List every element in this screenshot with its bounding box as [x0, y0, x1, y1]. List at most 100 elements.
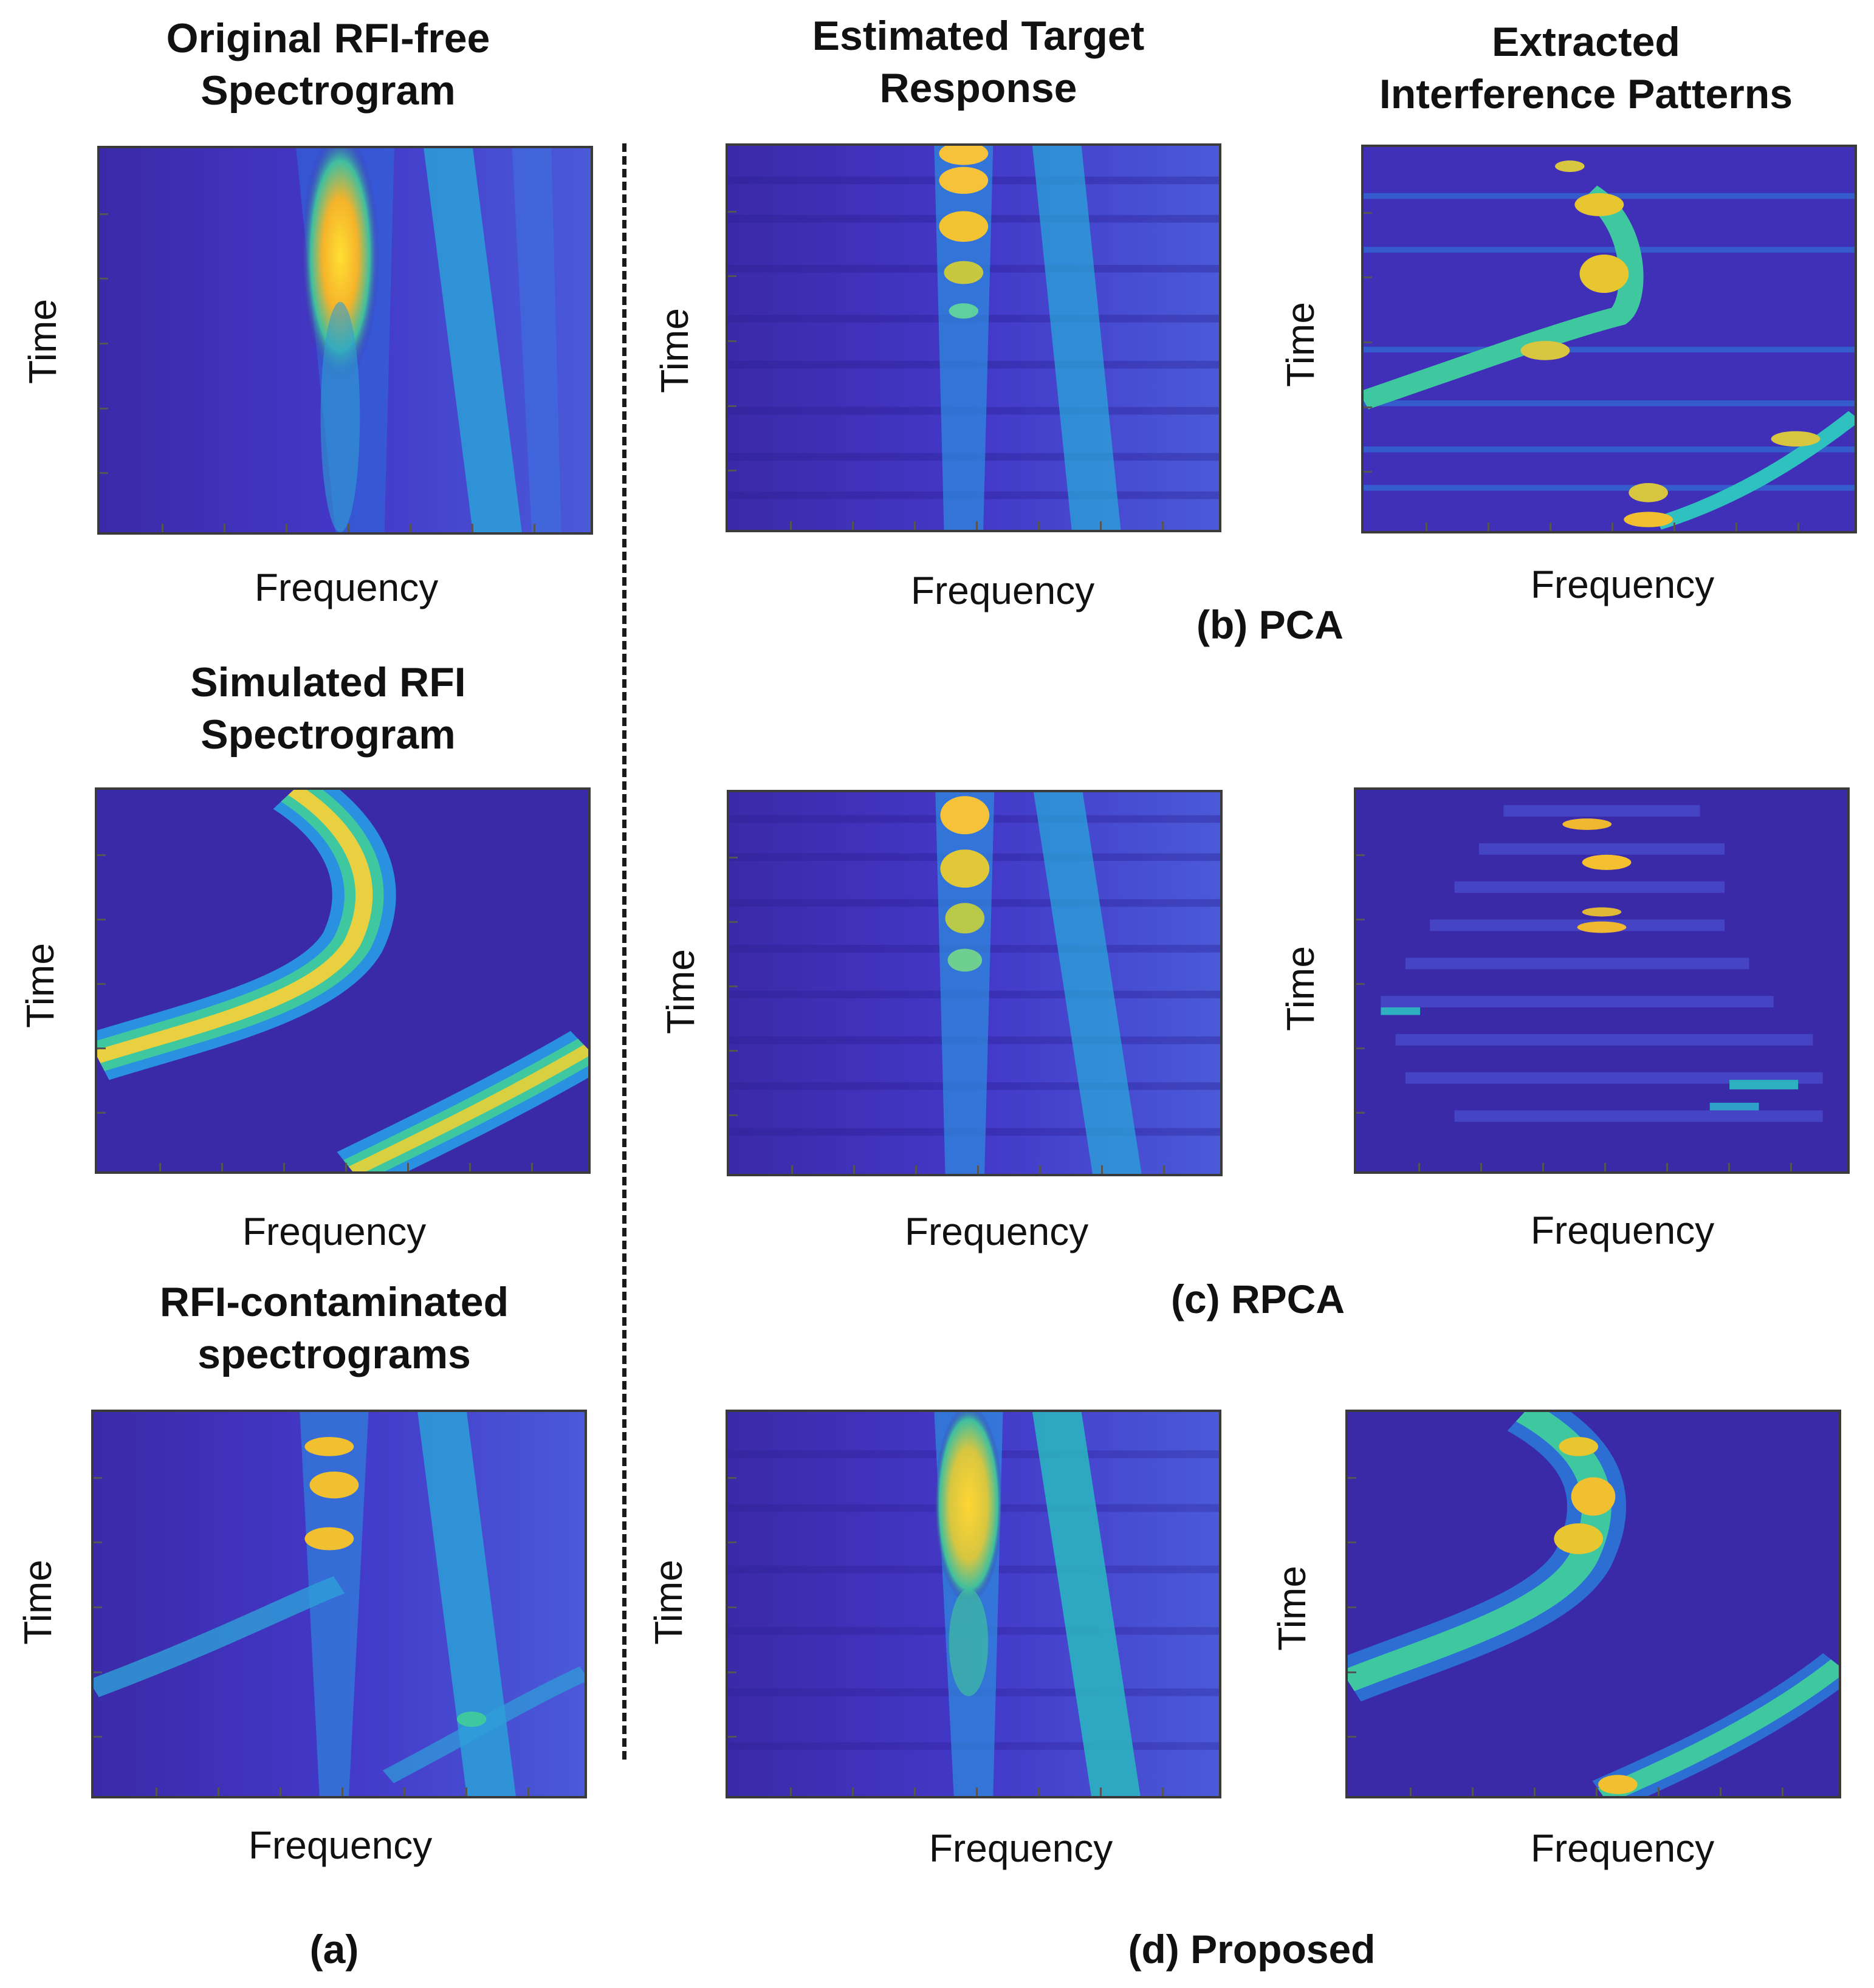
caption-d: (d) Proposed [1128, 1927, 1376, 1972]
axis-tick [345, 1163, 347, 1171]
spectrogram-rpca-interference [1354, 787, 1850, 1174]
axis-tick [94, 1736, 102, 1738]
axis-tick [729, 1114, 738, 1116]
axis-tick [221, 1163, 223, 1171]
axis-tick [729, 985, 738, 987]
axis-tick [97, 983, 106, 985]
ylabel: Time [659, 949, 702, 1034]
axis-tick [1596, 1787, 1598, 1796]
axis-tick [1534, 1787, 1536, 1796]
axis-tick [1410, 1787, 1412, 1796]
axis-tick [976, 521, 978, 530]
axis-tick [728, 470, 736, 472]
axis-tick [162, 524, 163, 532]
axis-tick [100, 407, 108, 410]
ylabel: Time [653, 308, 696, 393]
axis-tick [100, 343, 108, 344]
axis-tick [100, 213, 108, 215]
xlabel: Frequency [904, 1210, 1089, 1253]
caption-a: (a) [309, 1927, 359, 1972]
axis-tick [1162, 1787, 1164, 1796]
xlabel: Frequency [254, 566, 439, 609]
axis-tick [1101, 1165, 1103, 1174]
xlabel: Frequency [910, 569, 1095, 612]
axis-tick [1038, 1787, 1040, 1796]
axis-tick [1673, 523, 1675, 531]
spectrogram-pca-target [726, 143, 1221, 532]
axis-tick [728, 1736, 736, 1738]
axis-tick [1782, 1787, 1783, 1796]
caption-b: (b) PCA [1196, 602, 1344, 647]
axis-tick [728, 1671, 736, 1673]
axis-tick [1364, 341, 1372, 343]
axis-tick [728, 275, 736, 278]
axis-tick [280, 1787, 281, 1796]
xlabel: Frequency [928, 1826, 1113, 1870]
axis-tick [1720, 1787, 1721, 1796]
axis-tick [1356, 854, 1365, 856]
title-original: Original RFI-free Spectrogram [166, 15, 490, 114]
axis-tick [100, 278, 108, 280]
axis-tick [283, 1163, 285, 1171]
axis-tick [1480, 1163, 1482, 1171]
spectrogram-original [97, 146, 593, 535]
axis-tick [97, 919, 106, 920]
spectrogram-proposed-target [726, 1410, 1221, 1798]
axis-tick [729, 921, 738, 923]
axis-tick [1364, 276, 1372, 279]
axis-tick [1611, 523, 1613, 531]
axis-tick [94, 1671, 102, 1673]
axis-tick [94, 1606, 102, 1608]
axis-tick [1039, 1165, 1041, 1174]
axis-tick [1604, 1163, 1606, 1171]
axis-tick [976, 1787, 978, 1796]
axis-tick [790, 1787, 792, 1796]
axis-tick [790, 521, 792, 530]
axis-tick [1356, 1112, 1365, 1114]
axis-tick [1348, 1606, 1356, 1608]
axis-tick [728, 1476, 736, 1479]
axis-tick [469, 1163, 471, 1171]
title-contaminated: RFI-contaminated spectrograms [159, 1279, 509, 1377]
axis-tick [728, 340, 736, 342]
axis-tick [914, 1787, 916, 1796]
axis-tick [97, 1112, 106, 1114]
axis-tick [1038, 521, 1040, 530]
axis-tick [534, 524, 535, 532]
axis-tick [531, 1163, 533, 1171]
axis-tick [914, 521, 916, 530]
axis-tick [1364, 211, 1372, 214]
axis-tick [472, 524, 473, 532]
ylabel: Time [1279, 302, 1322, 387]
axis-tick [94, 1541, 102, 1544]
axis-tick [1364, 471, 1372, 473]
spectrogram-contaminated [91, 1410, 587, 1798]
axis-tick [1790, 1163, 1792, 1171]
axis-tick [852, 1787, 854, 1796]
xlabel: Frequency [1530, 1826, 1715, 1870]
spectrogram-proposed-interference [1345, 1410, 1841, 1798]
xlabel: Frequency [1530, 1208, 1715, 1252]
xlabel: Frequency [242, 1210, 427, 1253]
axis-tick [465, 1787, 467, 1796]
axis-tick [97, 854, 106, 856]
axis-tick [159, 1163, 161, 1171]
axis-tick [1797, 523, 1799, 531]
caption-c: (c) RPCA [1170, 1277, 1345, 1321]
axis-tick [348, 524, 349, 532]
axis-tick [410, 524, 411, 532]
axis-tick [403, 1787, 405, 1796]
axis-tick [729, 857, 738, 859]
xlabel: Frequency [1530, 563, 1715, 606]
dashed-divider [622, 143, 626, 1760]
axis-tick [1100, 521, 1102, 530]
title-extracted-interference: Extracted Interference Patterns [1379, 19, 1793, 117]
axis-tick [342, 1787, 343, 1796]
axis-tick [977, 1165, 979, 1174]
axis-tick [1472, 1787, 1474, 1796]
axis-tick [915, 1165, 917, 1174]
axis-tick [1418, 1163, 1420, 1171]
axis-tick [791, 1165, 793, 1174]
axis-tick [728, 210, 736, 213]
ylabel: Time [1270, 1566, 1314, 1651]
